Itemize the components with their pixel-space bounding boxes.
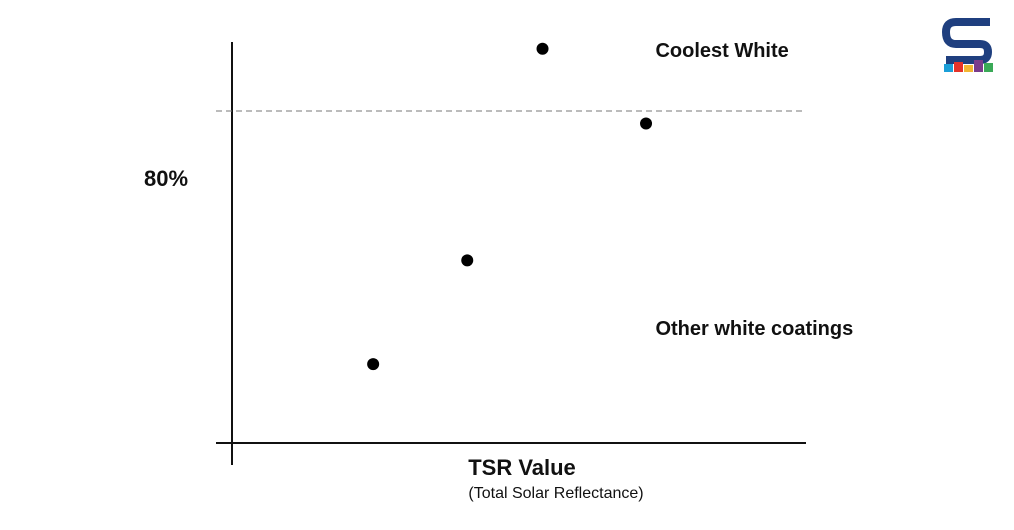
data-points [367,42,653,371]
s-logo-icon [942,18,993,72]
logo-color-bars [944,60,993,72]
y-tick-label-80: 80% [144,166,189,191]
x-axis-title: TSR Value [468,455,576,480]
logo-bar-5 [984,63,993,72]
logo-bar-2 [954,62,963,72]
annotations: Coolest White Other white coatings [655,40,853,340]
logo-s-shape [942,18,992,64]
data-point-2 [461,254,474,267]
annotation-1: Coolest White [655,40,788,62]
data-point-4 [640,117,653,130]
logo-bar-1 [944,64,953,72]
annotation-2: Other white coatings [655,318,853,340]
logo-bar-3 [964,65,973,72]
logo-bar-4 [974,60,983,72]
x-axis-subtitle: (Total Solar Reflectance) [468,485,644,502]
data-point-3 [536,42,549,55]
data-point-1 [367,358,380,371]
